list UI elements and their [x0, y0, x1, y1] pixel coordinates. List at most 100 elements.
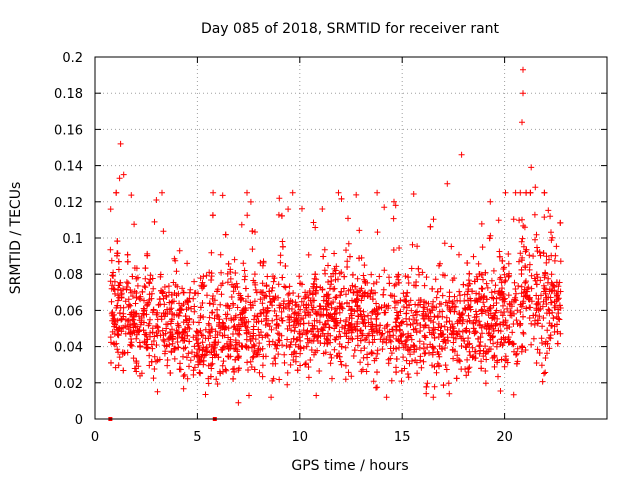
- data-point: [541, 285, 548, 292]
- data-point: [324, 317, 331, 324]
- data-point: [541, 274, 548, 281]
- data-point: [111, 316, 118, 323]
- data-point: [205, 380, 212, 387]
- data-point: [406, 360, 413, 367]
- data-point: [373, 300, 380, 307]
- data-point: [553, 279, 560, 286]
- data-point: [350, 353, 357, 359]
- data-point: [174, 320, 181, 327]
- data-point: [303, 360, 309, 367]
- data-point: [379, 330, 386, 337]
- data-point: [142, 284, 149, 291]
- data-point: [186, 289, 193, 296]
- data-point: [331, 336, 338, 343]
- data-point: [279, 274, 286, 281]
- data-point: [133, 290, 140, 296]
- data-point: [555, 306, 561, 313]
- data-point: [294, 367, 301, 374]
- data-point: [543, 259, 550, 266]
- data-point: [501, 278, 508, 285]
- data-point: [272, 360, 279, 367]
- data-point: [213, 376, 220, 383]
- data-point: [498, 336, 505, 343]
- data-point: [127, 322, 134, 329]
- data-point: [544, 350, 550, 357]
- data-point: [354, 275, 361, 282]
- data-point: [191, 364, 198, 371]
- data-point: [542, 269, 549, 276]
- data-point: [297, 330, 303, 337]
- data-point: [212, 352, 218, 359]
- data-point: [357, 359, 364, 366]
- data-point: [190, 367, 197, 374]
- data-point: [327, 351, 334, 358]
- data-point: [347, 253, 353, 260]
- data-point: [415, 265, 422, 272]
- data-point: [133, 335, 140, 342]
- data-point: [459, 328, 466, 335]
- data-point: [450, 334, 457, 341]
- data-point: [537, 252, 544, 259]
- data-point: [523, 246, 530, 253]
- data-point: [226, 305, 233, 312]
- data-point: [446, 390, 453, 397]
- data-point: [142, 339, 148, 346]
- data-point: [297, 362, 304, 369]
- data-point: [459, 311, 465, 318]
- data-point: [397, 297, 404, 304]
- data-point: [368, 315, 375, 322]
- data-point: [520, 90, 526, 97]
- data-point: [269, 317, 276, 324]
- data-point: [296, 334, 303, 341]
- data-point: [297, 280, 304, 287]
- data-point: [532, 184, 539, 191]
- data-point: [551, 284, 558, 290]
- data-point: [513, 360, 520, 367]
- data-point: [555, 288, 562, 295]
- data-point: [381, 325, 388, 332]
- data-point: [354, 295, 361, 302]
- data-point: [161, 350, 168, 357]
- data-point: [372, 289, 379, 296]
- data-point: [545, 306, 552, 313]
- data-point: [421, 298, 428, 305]
- data-point: [209, 309, 216, 316]
- data-point: [465, 277, 472, 284]
- data-point: [396, 322, 403, 329]
- data-point: [171, 345, 177, 352]
- data-point: [520, 222, 527, 229]
- data-point: [393, 316, 400, 322]
- data-point: [116, 310, 123, 317]
- data-point: [209, 360, 216, 367]
- data-point: [134, 282, 141, 289]
- data-point: [553, 313, 560, 320]
- data-point: [305, 310, 312, 316]
- data-point: [261, 294, 268, 301]
- data-point: [297, 306, 304, 313]
- data-point: [548, 237, 555, 244]
- data-point: [337, 303, 344, 310]
- data-point: [328, 278, 335, 284]
- data-point: [478, 358, 485, 365]
- data-point: [547, 332, 554, 339]
- data-point: [117, 287, 124, 294]
- data-point: [505, 273, 512, 280]
- data-point: [206, 314, 213, 321]
- data-point: [259, 280, 266, 287]
- data-point: [446, 318, 453, 325]
- data-point: [231, 323, 238, 330]
- data-point: [367, 290, 374, 297]
- data-point: [399, 318, 406, 325]
- data-point: [386, 332, 393, 339]
- data-point: [522, 264, 529, 271]
- data-point: [180, 385, 187, 392]
- data-point: [369, 350, 376, 357]
- data-point: [114, 331, 121, 338]
- data-point: [149, 345, 156, 352]
- data-point: [520, 66, 526, 73]
- data-point: [318, 306, 324, 313]
- data-point: [334, 305, 341, 312]
- data-point: [243, 330, 250, 337]
- data-point: [328, 304, 335, 311]
- data-point: [408, 307, 415, 314]
